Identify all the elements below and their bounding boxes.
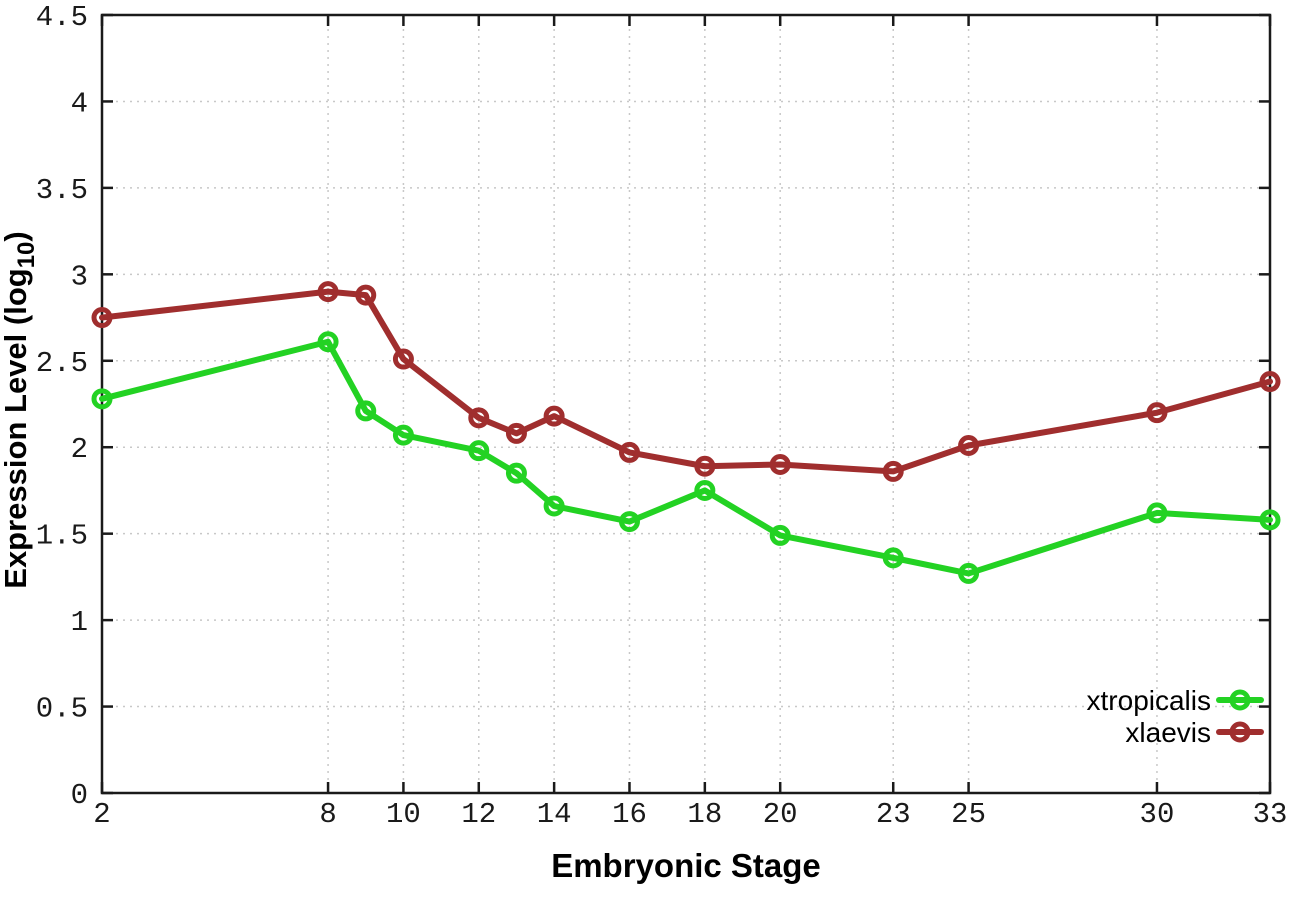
tick-marks-layer: [100, 13, 1272, 795]
data-point-xlaevis: [958, 434, 980, 456]
plot-border: [100, 13, 1272, 795]
data-point-xlaevis: [769, 454, 791, 476]
y-tick-label: 1: [71, 606, 88, 639]
gridlines-layer: [101, 14, 1271, 794]
data-point-xtropicalis: [1146, 502, 1168, 524]
data-point-xlaevis: [392, 348, 414, 370]
x-tick-label: 33: [1253, 798, 1288, 831]
data-point-xtropicalis: [882, 547, 904, 569]
data-point-xtropicalis: [392, 424, 414, 446]
data-point-xlaevis: [317, 281, 339, 303]
x-tick-label: 8: [319, 798, 336, 831]
legend-marker-xlaevis: [1229, 721, 1251, 743]
y-tick-label: 0.5: [36, 693, 88, 726]
x-tick-label: 30: [1140, 798, 1175, 831]
legend-label-xtropicalis: xtropicalis: [1087, 685, 1211, 716]
data-point-xlaevis: [618, 441, 640, 463]
x-tick-label: 2: [93, 798, 110, 831]
data-point-xtropicalis: [543, 495, 565, 517]
data-point-xlaevis: [468, 407, 490, 429]
legend-label-xlaevis: xlaevis: [1125, 717, 1211, 748]
x-tick-label: 18: [687, 798, 722, 831]
data-point-xlaevis: [1146, 402, 1168, 424]
data-series-layer: [91, 281, 1281, 584]
data-point-xtropicalis: [694, 479, 716, 501]
plot-border-layer: [100, 13, 1272, 795]
y-axis-title-suffix: ): [0, 231, 33, 241]
y-tick-label: 3.5: [36, 174, 88, 207]
y-axis-title-subscript: 10: [13, 242, 40, 269]
y-tick-label: 0: [71, 779, 88, 812]
x-tick-label: 23: [876, 798, 911, 831]
y-axis-title-text: Expression Level (log: [0, 268, 33, 588]
y-axis-title: Expression Level (log10): [0, 231, 40, 588]
data-point-xlaevis: [91, 307, 113, 329]
data-point-xlaevis: [543, 405, 565, 427]
series-line-xtropicalis: [99, 338, 1273, 577]
data-point-xlaevis: [882, 460, 904, 482]
x-tick-label: 12: [461, 798, 496, 831]
data-point-xtropicalis: [958, 562, 980, 584]
y-tick-label: 2: [71, 433, 88, 466]
data-point-xtropicalis: [769, 524, 791, 546]
data-point-xlaevis: [694, 455, 716, 477]
data-point-xtropicalis: [468, 440, 490, 462]
y-tick-label: 2.5: [36, 347, 88, 380]
x-tick-label: 25: [951, 798, 986, 831]
data-point-xtropicalis: [618, 511, 640, 533]
y-tick-label: 1.5: [36, 520, 88, 553]
x-tick-label: 10: [386, 798, 421, 831]
x-tick-label: 14: [537, 798, 572, 831]
data-point-xlaevis: [505, 422, 527, 444]
data-point-xlaevis: [1259, 371, 1281, 393]
data-point-xtropicalis: [317, 331, 339, 353]
tick-labels-layer: 0 0.5 1 1.5 2 2.5 3 3.5 4 4.5 2 8 10 12 14 16 18 20 23 25 30…: [36, 1, 1288, 831]
data-point-xtropicalis: [505, 462, 527, 484]
legend-marker-xtropicalis: [1229, 689, 1251, 711]
data-point-xtropicalis: [91, 388, 113, 410]
x-tick-label: 16: [612, 798, 647, 831]
y-tick-label: 4.5: [36, 1, 88, 34]
data-point-xtropicalis: [1259, 509, 1281, 531]
series-line-xlaevis: [99, 288, 1273, 475]
y-tick-label: 4: [71, 87, 88, 120]
x-tick-label: 20: [763, 798, 798, 831]
data-point-xtropicalis: [355, 400, 377, 422]
y-tick-label: 3: [71, 260, 88, 293]
x-axis-title: Embryonic Stage: [551, 847, 821, 884]
data-point-xlaevis: [355, 284, 377, 306]
